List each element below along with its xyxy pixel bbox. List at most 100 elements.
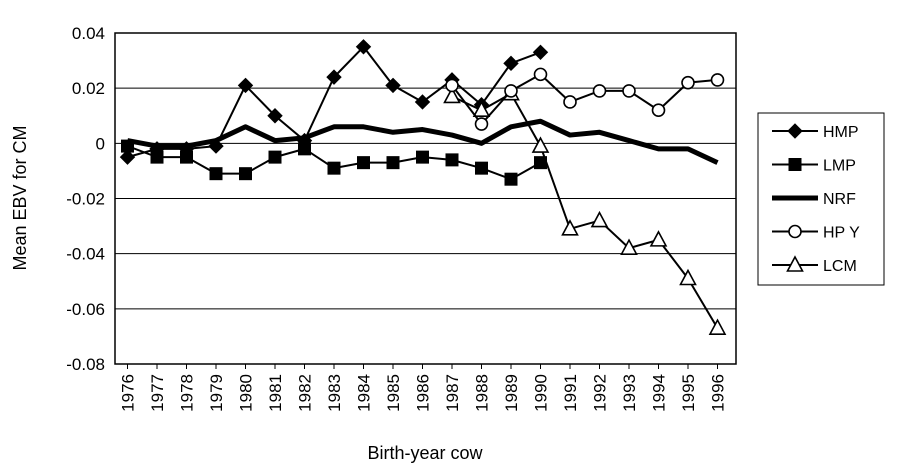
legend-item-lcm: LCM (772, 255, 857, 275)
point-lmp (180, 150, 193, 164)
point-lmp (534, 156, 547, 170)
legend-swatch-marker (788, 158, 802, 171)
legend-item-lmp: LMP (772, 158, 856, 175)
y-tick-label: -0.04 (66, 245, 105, 264)
point-lmp (298, 142, 311, 156)
series-line-hpy (451, 73, 718, 126)
point-hpy (474, 117, 489, 131)
point-hmp (503, 55, 519, 72)
point-hmp (149, 141, 165, 157)
series-hmp (119, 39, 549, 165)
legend: HMP LMP NRF HP Y LCM (757, 112, 885, 286)
legend-label: LMP (823, 158, 856, 175)
point-hpy (563, 95, 577, 109)
point-lcm (708, 318, 727, 335)
x-tick-label: 1985 (384, 374, 403, 412)
point-hmp (355, 39, 372, 55)
point-lmp (445, 153, 459, 167)
point-lmp (150, 150, 164, 164)
legend-label: HMP (823, 124, 859, 141)
y-tick-label: -0.06 (66, 300, 105, 319)
point-hmp (208, 138, 224, 154)
plot-area (114, 32, 737, 365)
legend-label: HP Y (823, 225, 860, 242)
point-hpy (592, 84, 607, 98)
x-tick-label: 1978 (178, 374, 197, 412)
point-hmp (532, 44, 549, 61)
x-tick-label: 1983 (325, 374, 344, 412)
point-lmp (327, 161, 341, 175)
point-hpy (445, 78, 459, 93)
point-hmp (385, 77, 401, 94)
x-axis-title: Birth-year cow (367, 443, 483, 463)
point-lmp (504, 172, 518, 186)
point-lmp (209, 167, 223, 181)
x-tick-label: 1979 (207, 374, 226, 412)
legend-item-hpy: HP Y (772, 225, 860, 242)
x-tick-label: 1981 (266, 374, 285, 412)
series-nrf (127, 118, 719, 165)
y-tick-label: 0.04 (72, 24, 105, 43)
point-hpy (651, 103, 666, 118)
x-tick-label: 1984 (355, 374, 374, 412)
point-hmp (414, 94, 431, 110)
x-tick-label: 1988 (473, 374, 492, 412)
x-tick-label: 1986 (414, 374, 433, 412)
point-hpy (681, 75, 695, 90)
point-lcm (561, 219, 579, 236)
series-hpy (445, 67, 725, 131)
legend-swatch-marker (786, 255, 804, 272)
point-hmp (326, 69, 342, 85)
series-line-lcm (451, 92, 719, 329)
x-tick-label: 1996 (709, 374, 728, 412)
point-hpy (533, 67, 548, 82)
y-tick-label: 0.02 (72, 79, 105, 98)
x-tick-label: 1990 (532, 374, 551, 412)
x-tick-label: 1995 (679, 374, 698, 412)
y-axis-title: Mean EBV for CM (10, 125, 30, 270)
point-lcm (590, 210, 609, 228)
legend-label: LCM (823, 258, 857, 275)
point-lmp (357, 156, 370, 170)
point-lcm (443, 86, 461, 104)
point-hmp (267, 108, 283, 124)
x-tick-label: 1991 (561, 374, 580, 412)
y-tick-label: -0.08 (66, 355, 105, 374)
point-hmp (178, 141, 195, 157)
point-hmp (296, 132, 313, 149)
legend-swatch-marker (787, 123, 803, 139)
point-lmp (121, 139, 134, 153)
point-lmp (416, 150, 429, 164)
x-tick-label: 1989 (502, 374, 521, 412)
legend-label: NRF (823, 191, 856, 208)
point-lmp (475, 161, 488, 175)
x-tick-label: 1977 (148, 374, 167, 412)
x-axis-ticks: 1976 1977 1978 1979 1980 1981 1982 1983 1984 1985… (119, 364, 728, 412)
series-line-nrf (127, 118, 719, 165)
y-tick-label: -0.02 (66, 190, 105, 209)
point-lmp (268, 150, 282, 164)
x-tick-label: 1980 (237, 374, 256, 412)
point-lcm (620, 238, 638, 255)
series-lmp (121, 139, 547, 186)
point-lcm (531, 136, 550, 153)
x-tick-label: 1992 (591, 374, 610, 412)
point-lcm (679, 268, 697, 286)
point-hmp (237, 77, 254, 94)
legend-item-hmp: HMP (772, 123, 859, 141)
point-hpy (622, 84, 636, 98)
point-lcm (472, 100, 491, 118)
series-group (119, 39, 727, 335)
x-tick-label: 1993 (620, 374, 639, 412)
point-hmp (119, 149, 136, 165)
y-tick-label: 0 (96, 134, 105, 153)
point-hpy (504, 84, 518, 98)
legend-item-nrf: NRF (772, 191, 856, 208)
x-tick-label: 1982 (296, 374, 315, 412)
x-tick-label: 1987 (443, 374, 462, 412)
x-tick-label: 1976 (119, 374, 138, 412)
point-lmp (239, 167, 252, 181)
point-lmp (386, 156, 400, 170)
x-tick-label: 1994 (650, 374, 669, 412)
